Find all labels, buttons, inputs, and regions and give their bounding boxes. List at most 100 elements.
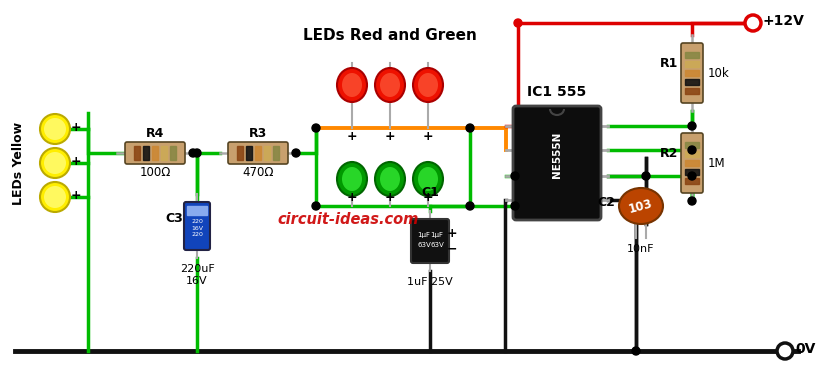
Ellipse shape [380, 167, 400, 191]
Text: 16V: 16V [191, 226, 203, 231]
Bar [685, 169, 699, 175]
Bar [152, 146, 158, 160]
Text: 10k: 10k [708, 67, 730, 80]
Circle shape [511, 202, 519, 210]
Bar [685, 88, 699, 94]
Ellipse shape [413, 68, 443, 102]
Circle shape [745, 15, 761, 31]
Ellipse shape [337, 162, 367, 196]
Circle shape [688, 172, 696, 180]
Ellipse shape [337, 68, 367, 102]
Ellipse shape [418, 167, 438, 191]
Bar [685, 151, 699, 157]
Text: 220: 220 [191, 218, 203, 224]
Text: +: + [385, 191, 395, 204]
Ellipse shape [40, 114, 70, 144]
Text: +12V: +12V [763, 14, 805, 28]
FancyBboxPatch shape [125, 142, 185, 164]
Text: 1M: 1M [708, 157, 726, 170]
Text: +: + [71, 189, 82, 202]
Bar [685, 142, 699, 148]
FancyBboxPatch shape [228, 142, 288, 164]
Circle shape [688, 122, 696, 130]
Text: IC1 555: IC1 555 [528, 85, 587, 99]
Circle shape [688, 146, 696, 154]
FancyBboxPatch shape [681, 133, 703, 193]
Circle shape [777, 343, 793, 359]
Text: 63V: 63V [418, 242, 431, 248]
Ellipse shape [40, 148, 70, 178]
Bar [134, 146, 140, 160]
Text: 220uF
16V: 220uF 16V [180, 264, 215, 286]
Bar [685, 79, 699, 85]
Circle shape [688, 197, 696, 205]
Bar [187, 206, 207, 215]
Circle shape [466, 124, 474, 132]
Circle shape [189, 149, 197, 157]
Text: 1μF: 1μF [418, 232, 431, 238]
Text: R3: R3 [249, 127, 267, 140]
Text: 100Ω: 100Ω [139, 166, 170, 179]
Bar [273, 146, 279, 160]
Ellipse shape [375, 162, 405, 196]
Circle shape [514, 19, 522, 27]
Text: LEDs Red and Green: LEDs Red and Green [303, 28, 477, 43]
Circle shape [292, 149, 300, 157]
Text: R4: R4 [146, 127, 164, 140]
Bar [685, 52, 699, 58]
Circle shape [632, 347, 640, 355]
Bar [685, 160, 699, 166]
Text: 1μF: 1μF [431, 232, 443, 238]
Text: +: + [71, 155, 82, 168]
Ellipse shape [40, 182, 70, 212]
Bar [255, 146, 261, 160]
FancyBboxPatch shape [184, 202, 210, 250]
Circle shape [312, 202, 320, 210]
FancyBboxPatch shape [681, 43, 703, 103]
Text: +: + [347, 130, 357, 143]
Circle shape [193, 149, 201, 157]
Text: +: + [423, 191, 433, 204]
Text: 1uF 25V: 1uF 25V [407, 277, 453, 287]
Circle shape [642, 172, 650, 180]
Text: −: − [447, 242, 458, 256]
Text: C2: C2 [597, 195, 615, 208]
Circle shape [466, 202, 474, 210]
Bar [685, 178, 699, 184]
Ellipse shape [44, 118, 66, 140]
FancyBboxPatch shape [411, 219, 449, 263]
Ellipse shape [44, 186, 66, 208]
Bar [170, 146, 176, 160]
Bar [143, 146, 149, 160]
Text: LEDs Yellow: LEDs Yellow [12, 122, 24, 205]
Text: +: + [447, 226, 458, 240]
Ellipse shape [375, 68, 405, 102]
Text: +: + [423, 130, 433, 143]
Text: NE555N: NE555N [552, 132, 562, 178]
Text: R2: R2 [660, 147, 678, 160]
Text: C1: C1 [421, 186, 439, 199]
Bar [246, 146, 252, 160]
Text: 220: 220 [191, 232, 203, 237]
Ellipse shape [619, 188, 663, 224]
Ellipse shape [342, 167, 362, 191]
Circle shape [511, 172, 519, 180]
Text: +: + [385, 130, 395, 143]
Ellipse shape [342, 73, 362, 97]
Text: 470Ω: 470Ω [242, 166, 274, 179]
Bar [237, 146, 243, 160]
Circle shape [312, 124, 320, 132]
Text: 63V: 63V [430, 242, 444, 248]
Text: 10nF: 10nF [627, 244, 655, 254]
Text: R1: R1 [660, 56, 678, 69]
Ellipse shape [413, 162, 443, 196]
Text: 103: 103 [628, 197, 655, 215]
Ellipse shape [44, 152, 66, 174]
Text: circuit-ideas.com: circuit-ideas.com [277, 211, 418, 226]
Bar [161, 146, 167, 160]
Text: C3: C3 [165, 211, 183, 224]
FancyBboxPatch shape [513, 106, 601, 220]
Bar [685, 61, 699, 67]
Text: +: + [347, 191, 357, 204]
Text: +: + [71, 120, 82, 133]
